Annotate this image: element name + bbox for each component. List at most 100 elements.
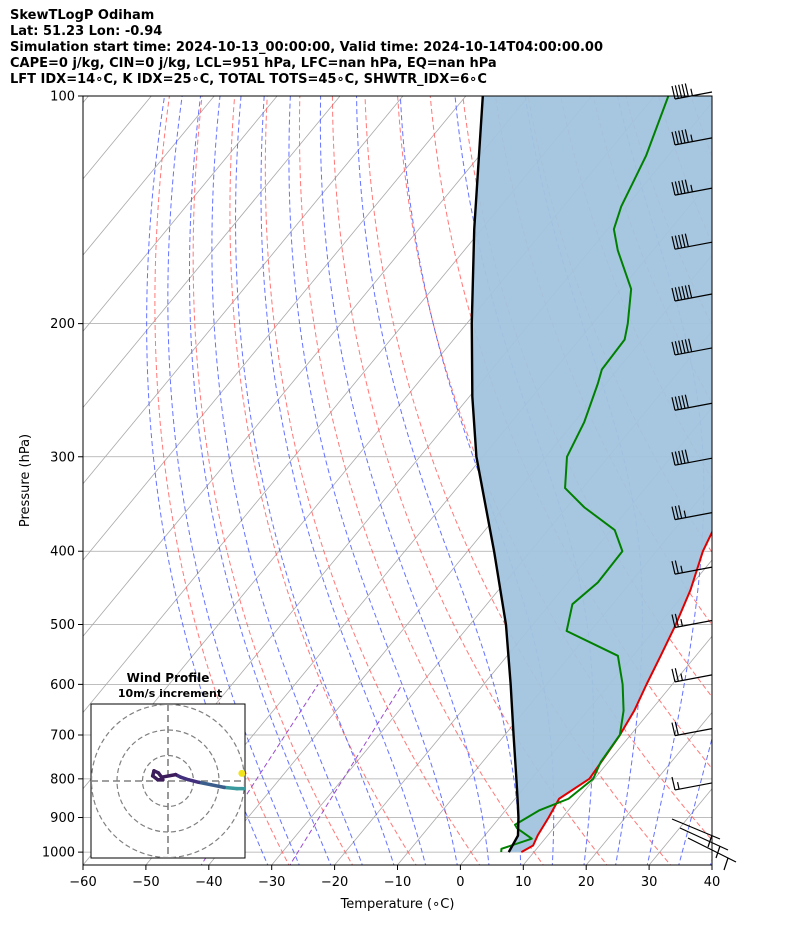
isotherm-line: [83, 96, 404, 485]
wind-barb: [671, 129, 713, 146]
dry-adiabat-line: [264, 96, 481, 865]
time-text: Simulation start time: 2024-10-13_00:00:…: [10, 40, 603, 55]
wind-barb-flag: [688, 338, 693, 352]
wind-barb-half: [680, 673, 683, 681]
isotherm-line: [83, 96, 467, 561]
isotherm-line: [83, 96, 341, 409]
moist-adiabat-line: [616, 96, 705, 865]
wind-barb-half: [690, 88, 693, 96]
wind-barb-surface: [671, 818, 721, 848]
wind-barb: [671, 233, 713, 250]
y-tick-label: 100: [50, 90, 75, 105]
hodograph-segment: [209, 783, 226, 790]
y-axis-label: Pressure (hPa): [18, 434, 33, 527]
wind-barb-flag: [678, 505, 683, 519]
wind-barb-flag: [674, 396, 679, 410]
y-tick-label: 800: [50, 772, 75, 787]
wind-barb-flag: [681, 234, 686, 248]
moist-adiabat-line: [211, 96, 363, 865]
wind-barb-flag: [674, 451, 679, 465]
hodograph-ring: [91, 704, 245, 858]
moist-adiabat-line: [356, 96, 522, 865]
y-tick-label: 700: [50, 728, 75, 743]
wind-barb-flag: [674, 85, 679, 99]
isotherm-line: [522, 635, 712, 865]
dewpoint-line: [500, 96, 670, 853]
wind-barb-flag: [674, 560, 679, 574]
wind-barb-flag: [723, 857, 729, 871]
isotherm-line: [397, 483, 712, 865]
wind-barb-flag: [674, 181, 679, 195]
moist-adiabat-line: [288, 96, 458, 865]
wind-barb-flag: [678, 180, 683, 194]
x-tick-label: 30: [641, 875, 658, 890]
wind-barb: [671, 776, 713, 791]
wind-barb: [671, 721, 713, 737]
moist-adiabat-line: [235, 96, 395, 865]
wind-barb-flag: [671, 287, 676, 302]
chart-title: SkewTLogP Odiham: [10, 8, 155, 23]
wind-barb-flag: [674, 613, 679, 628]
x-tick-label: −60: [69, 875, 96, 890]
parcel-line: [470, 96, 520, 853]
x-tick-label: 10: [515, 875, 532, 890]
hodograph-surface-marker: [238, 769, 245, 777]
wind-barb-flag: [671, 506, 676, 520]
x-tick-label: 40: [704, 875, 721, 890]
wind-barb-flag: [681, 180, 686, 194]
wind-barb-flag: [678, 130, 683, 144]
isotherm-line: [83, 96, 89, 104]
wind-barb-staff: [674, 619, 713, 629]
wind-barb-flag: [671, 131, 676, 146]
wind-barb-flag: [681, 129, 686, 144]
dry-adiabat-line: [364, 96, 672, 865]
wind-barb-flag: [674, 505, 679, 520]
moist-adiabat-line: [260, 96, 427, 865]
wind-barb: [671, 560, 713, 575]
moist-adiabat-line: [709, 857, 712, 865]
wind-barb-staff: [674, 728, 713, 737]
dry-adiabat-line: [229, 96, 417, 865]
wind-barb-flag: [681, 285, 686, 300]
wind-barb-flag: [681, 450, 686, 464]
wind-barb-flag: [671, 668, 676, 682]
x-tick-label: −50: [132, 875, 159, 890]
wind-barb-flag: [707, 834, 713, 848]
wind-barb: [671, 668, 713, 683]
dry-adiabat-line: [750, 79, 794, 868]
hodograph-segment: [222, 785, 239, 791]
wind-barb-staff: [674, 674, 713, 683]
wind-barb: [671, 394, 713, 411]
wind-barb-flag: [684, 83, 689, 97]
wind-barb-flag: [678, 84, 683, 98]
wind-barb: [671, 449, 713, 466]
wind-barb-flag: [671, 85, 676, 100]
dry-adiabat-line: [154, 96, 290, 865]
isotherm-line: [585, 711, 712, 865]
y-tick-label: 400: [50, 545, 75, 560]
dry-adiabat-line: [331, 96, 608, 865]
wind-barb: [671, 505, 713, 521]
wind-barb-half: [690, 134, 693, 142]
wind-barb-flag: [684, 449, 689, 463]
y-tick-label: 600: [50, 678, 75, 693]
wind-barb-surface: [687, 837, 737, 871]
dry-adiabat-line: [298, 96, 544, 865]
isotherm-line: [775, 96, 794, 865]
wind-barb-flag: [681, 83, 686, 98]
wind-barb: [671, 179, 713, 196]
y-tick-label: 500: [50, 618, 75, 633]
wind-barb-flag: [681, 395, 686, 409]
wind-barb-flag: [671, 722, 676, 736]
wind-barb-flag: [684, 285, 689, 299]
axes-layer: −60 −50 −40 −30 −20 −10 0 10 20 30 40 100 200 300 400 5…: [18, 90, 720, 913]
location-text: Lat: 51.23 Lon: -0.94: [10, 24, 163, 39]
wind-barb-flag: [684, 233, 689, 247]
indices-text-2: LFT IDX=14∘C, K IDX=25∘C, TOTAL TOTS=45∘…: [10, 72, 487, 87]
wind-barb-half: [683, 510, 687, 518]
wind-barb-flag: [674, 341, 679, 355]
mixing-ratio-line: [289, 684, 403, 865]
wind-barb-flag: [671, 614, 676, 628]
hodograph-plot: [91, 704, 245, 858]
